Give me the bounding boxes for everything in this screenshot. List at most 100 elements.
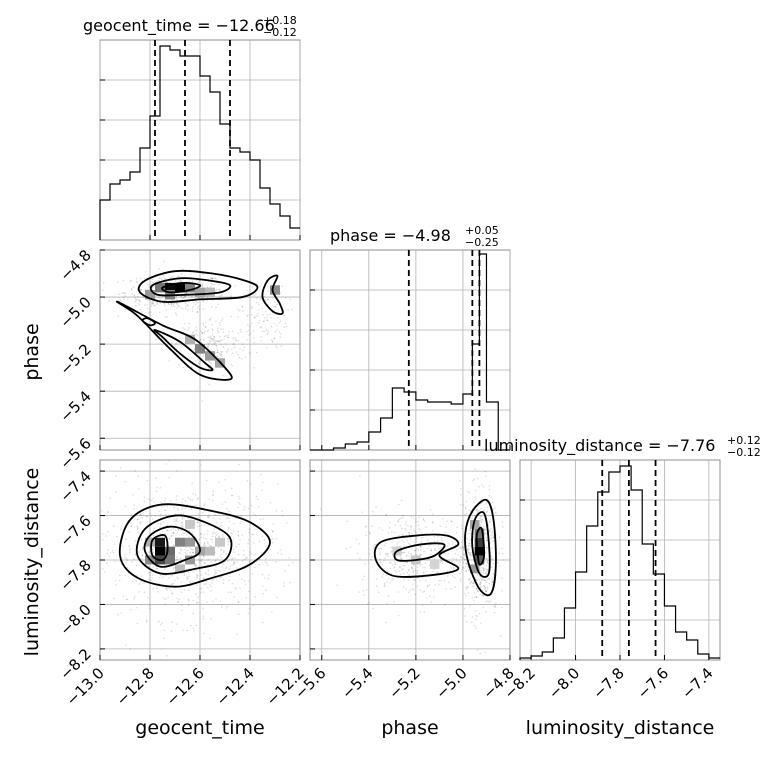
scatter-point bbox=[157, 296, 160, 299]
scatter-point bbox=[266, 319, 268, 321]
scatter-point bbox=[180, 295, 183, 298]
scatter-point bbox=[481, 589, 484, 591]
scatter-point bbox=[240, 578, 243, 580]
scatter-point bbox=[132, 558, 135, 560]
scatter-point bbox=[476, 477, 479, 480]
scatter-point bbox=[208, 342, 211, 344]
scatter-point bbox=[490, 528, 492, 530]
scatter-point bbox=[148, 498, 150, 501]
scatter-point bbox=[205, 479, 208, 482]
scatter-point bbox=[248, 528, 251, 530]
scatter-point bbox=[192, 549, 194, 551]
scatter-point bbox=[182, 297, 185, 299]
scatter-point bbox=[402, 514, 405, 517]
scatter-point bbox=[469, 545, 471, 547]
scatter-point bbox=[148, 285, 150, 288]
scatter-point bbox=[412, 571, 414, 573]
scatter-point bbox=[232, 563, 235, 565]
scatter-point bbox=[206, 296, 209, 299]
scatter-point bbox=[180, 273, 183, 275]
scatter-point bbox=[221, 339, 223, 341]
scatter-point bbox=[135, 564, 138, 567]
scatter-point bbox=[138, 299, 141, 302]
scatter-point bbox=[418, 516, 421, 519]
scatter-point bbox=[166, 589, 169, 591]
scatter-point bbox=[81, 551, 83, 553]
scatter-point bbox=[176, 576, 179, 579]
scatter-point bbox=[202, 577, 204, 579]
scatter-point bbox=[215, 534, 218, 537]
scatter-point bbox=[194, 564, 196, 567]
scatter-point bbox=[139, 289, 142, 291]
scatter-point bbox=[393, 531, 396, 534]
scatter-point bbox=[136, 298, 138, 301]
scatter-point bbox=[212, 531, 214, 533]
scatter-point bbox=[273, 305, 276, 308]
scatter-point bbox=[349, 546, 352, 548]
ylabel-luminosity-distance: luminosity_distance bbox=[21, 468, 43, 657]
scatter-point bbox=[467, 544, 470, 547]
scatter-point bbox=[419, 529, 421, 531]
scatter-point bbox=[472, 512, 474, 514]
ylabel-phase: phase bbox=[21, 323, 43, 380]
scatter-point bbox=[402, 586, 405, 588]
scatter-point bbox=[248, 561, 251, 564]
scatter-point bbox=[403, 564, 406, 567]
scatter-point bbox=[469, 605, 471, 607]
scatter-point bbox=[136, 528, 139, 530]
scatter-point bbox=[214, 535, 217, 538]
hist-panel-geocent_time bbox=[99, 39, 301, 241]
scatter-point bbox=[482, 569, 485, 572]
scatter-point bbox=[163, 637, 165, 640]
scatter-point bbox=[181, 517, 184, 519]
scatter-point bbox=[153, 501, 155, 503]
scatter-point bbox=[128, 545, 131, 548]
scatter-point bbox=[262, 592, 265, 595]
x-tick-label: −5.4 bbox=[338, 664, 376, 702]
scatter-point bbox=[397, 541, 400, 543]
scatter-point bbox=[485, 572, 488, 575]
title-phase: phase = −4.98 bbox=[330, 226, 451, 245]
scatter-point bbox=[175, 295, 177, 298]
scatter-point bbox=[151, 303, 153, 305]
scatter-point bbox=[465, 562, 468, 564]
scatter-point bbox=[124, 295, 126, 297]
scatter-point bbox=[221, 533, 224, 536]
scatter-point bbox=[356, 552, 358, 555]
scatter-point bbox=[125, 557, 128, 560]
scatter-point bbox=[203, 583, 206, 586]
scatter-point bbox=[389, 567, 392, 570]
scatter-point bbox=[382, 573, 385, 575]
scatter-point bbox=[168, 576, 170, 579]
scatter-point bbox=[222, 374, 224, 377]
scatter-point bbox=[430, 547, 433, 550]
scatter-point bbox=[206, 537, 208, 540]
scatter-point bbox=[239, 348, 241, 350]
scatter-point bbox=[389, 540, 392, 542]
scatter-point bbox=[204, 572, 207, 575]
scatter-point bbox=[156, 591, 159, 593]
scatter-point bbox=[168, 303, 171, 306]
scatter-point bbox=[365, 526, 367, 528]
scatter-point bbox=[430, 549, 432, 552]
scatter-point bbox=[368, 601, 371, 604]
scatter-point bbox=[203, 562, 206, 565]
scatter-point bbox=[163, 260, 165, 263]
scatter-point bbox=[129, 280, 131, 283]
scatter-point bbox=[199, 587, 201, 590]
scatter-point bbox=[124, 574, 126, 576]
scatter-point bbox=[421, 563, 423, 566]
scatter-point bbox=[187, 599, 190, 602]
scatter-point bbox=[163, 597, 165, 600]
scatter-point bbox=[208, 584, 211, 586]
contour-line bbox=[261, 274, 284, 315]
scatter-point bbox=[197, 601, 199, 604]
scatter-point bbox=[441, 562, 444, 565]
scatter-point bbox=[431, 522, 434, 524]
scatter-point bbox=[135, 281, 138, 283]
scatter-point bbox=[486, 557, 488, 560]
scatter-point bbox=[222, 346, 225, 349]
scatter-point bbox=[414, 593, 416, 596]
scatter-point bbox=[398, 534, 400, 537]
scatter-point bbox=[468, 542, 471, 545]
